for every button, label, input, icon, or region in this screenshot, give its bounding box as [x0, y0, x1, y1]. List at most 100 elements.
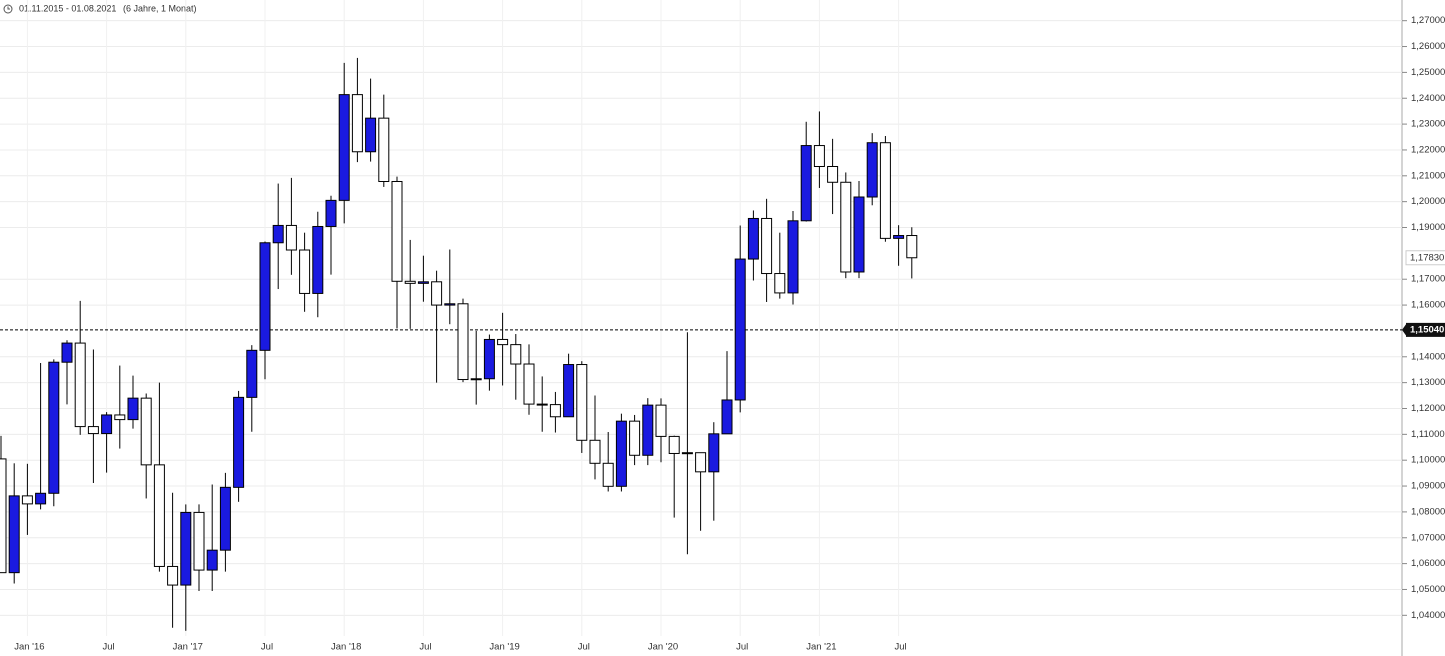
y-tick-label: 1,06000 [1411, 558, 1445, 569]
candle-body [404, 280, 416, 284]
candle-body [365, 117, 377, 153]
y-tick-label: 1,13000 [1411, 377, 1445, 388]
period: 01.11.2015 - 01.08.2021 [19, 3, 116, 13]
reference-label: 1,15040 [1410, 324, 1444, 335]
y-tick-label: 1,05000 [1411, 584, 1445, 595]
x-tick-label: Jan '16 [14, 642, 44, 653]
candle-body [642, 404, 654, 456]
y-tick-label: 1,26000 [1411, 41, 1445, 52]
y-tick-label: 1,27000 [1411, 15, 1445, 26]
candle-body [761, 217, 773, 275]
candle-body [470, 378, 482, 381]
y-tick-label: 1,14000 [1411, 351, 1445, 362]
candle-body [431, 281, 443, 306]
candle-body [747, 217, 759, 260]
candle-body [101, 414, 113, 435]
candle-body [312, 225, 324, 294]
candle-body [576, 364, 588, 441]
clock-icon [3, 4, 13, 14]
y-tick-label: 1,22000 [1411, 144, 1445, 155]
y-tick-label: 1,21000 [1411, 170, 1445, 181]
candle-body [668, 435, 680, 454]
candle-body [206, 549, 218, 571]
clock-hands [7, 6, 10, 10]
candle-body [893, 235, 905, 239]
candle-body [140, 397, 152, 466]
candle-body [800, 145, 812, 222]
y-tick-label: 1,07000 [1411, 532, 1445, 543]
candle-body [127, 397, 139, 421]
candle-body [61, 342, 73, 363]
candle-body [219, 486, 231, 551]
candle-body [774, 273, 786, 294]
candle-body [879, 142, 891, 239]
y-tick-label: 1,16000 [1411, 300, 1445, 311]
y-tick-label: 1,10000 [1411, 455, 1445, 466]
candle-body [193, 511, 205, 571]
candle-body [721, 399, 733, 435]
candle-body [536, 403, 548, 406]
candle-body [734, 258, 746, 401]
x-tick-label: Jan '21 [806, 642, 836, 653]
candle-body [629, 420, 641, 456]
candle-body [299, 249, 311, 294]
x-tick-label: Jul [261, 642, 273, 653]
candle-body [681, 452, 693, 455]
candle-body [483, 338, 495, 380]
candle-body [457, 303, 469, 381]
candle-body [497, 338, 509, 346]
candle-body [695, 452, 707, 473]
candle-body [708, 433, 720, 473]
reference-pointer [1402, 322, 1407, 337]
candle-body [510, 344, 522, 365]
y-tick-label: 1,24000 [1411, 93, 1445, 104]
candle-body [589, 439, 601, 464]
x-tick-label: Jan '18 [331, 642, 361, 653]
last-price-label: 1,17830 [1410, 252, 1444, 263]
x-tick-label: Jul [578, 642, 590, 653]
candle-body [74, 342, 86, 428]
x-tick-label: Jul [895, 642, 907, 653]
candle-body [233, 396, 245, 488]
y-tick-label: 1,23000 [1411, 119, 1445, 130]
candle-body [351, 94, 363, 153]
x-tick-label: Jul [736, 642, 748, 653]
candle-body [378, 117, 390, 182]
candle-body [866, 142, 878, 198]
candle-body [853, 196, 865, 273]
candle-body [87, 426, 99, 435]
candle-body [840, 181, 852, 273]
candle-body [48, 361, 60, 494]
candle-body [549, 404, 561, 418]
y-tick-label: 1,11000 [1411, 429, 1445, 440]
reference-label-box [1406, 322, 1445, 337]
candle-body [35, 492, 47, 505]
candle-body [259, 242, 271, 351]
y-tick-label: 1,20000 [1411, 196, 1445, 207]
candle-body [906, 235, 918, 259]
candle-body [563, 364, 575, 418]
x-tick-label: Jan '19 [489, 642, 519, 653]
x-tick-label: Jan '17 [173, 642, 203, 653]
candle-body [167, 565, 179, 586]
candle-body [0, 458, 7, 574]
candle-body [615, 420, 627, 487]
y-tick-label: 1,08000 [1411, 506, 1445, 517]
period-note: (6 Jahre, 1 Monat) [123, 3, 197, 13]
candle-body [444, 303, 456, 306]
y-tick-label: 1,17000 [1411, 274, 1445, 285]
candle-body [338, 94, 350, 201]
candle-body [602, 462, 614, 487]
candle-body [655, 404, 667, 437]
x-tick-label: Jul [103, 642, 115, 653]
candle-body [325, 199, 337, 227]
candle-body [827, 165, 839, 183]
candle-body [787, 220, 799, 294]
y-tick-label: 1,19000 [1411, 222, 1445, 233]
y-tick-label: 1,12000 [1411, 403, 1445, 414]
candle-body [417, 281, 429, 284]
candle-body [391, 180, 403, 282]
candle-body [114, 414, 126, 421]
